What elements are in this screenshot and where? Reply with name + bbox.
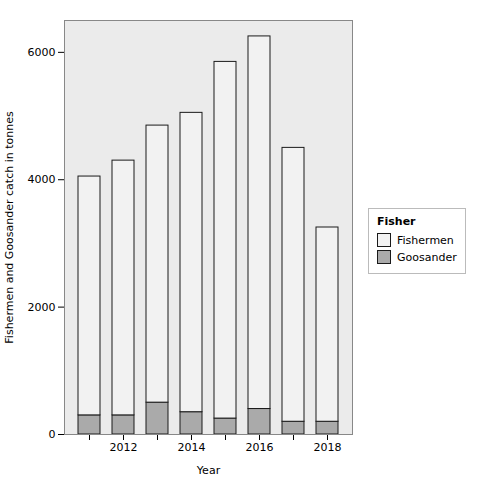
svg-text:0: 0 — [49, 428, 56, 441]
svg-text:2012: 2012 — [110, 441, 138, 454]
html-text:Fisher: Fisher — [377, 215, 416, 228]
svg-text:2016: 2016 — [246, 441, 274, 454]
svg-text:2014: 2014 — [178, 441, 206, 454]
svg-text:Year: Year — [196, 464, 221, 477]
svg-text:6000: 6000 — [28, 46, 56, 59]
svg-text:2000: 2000 — [28, 301, 56, 314]
svg-text:2018: 2018 — [314, 441, 342, 454]
html-text:Fishermen: Fishermen — [397, 233, 454, 247]
svg-text:4000: 4000 — [28, 173, 56, 186]
svg-text:Fishermen and Goosander catch: Fishermen and Goosander catch in tonnes — [3, 111, 16, 344]
html-text:Goosander: Goosander — [397, 250, 457, 264]
